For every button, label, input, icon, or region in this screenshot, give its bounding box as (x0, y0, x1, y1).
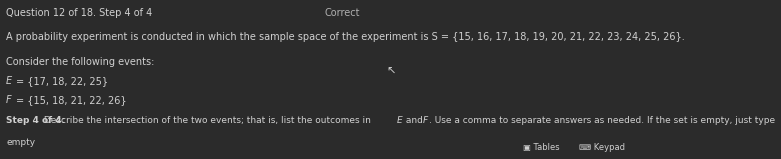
Text: = {17, 18, 22, 25}: = {17, 18, 22, 25} (16, 76, 108, 86)
Text: empty: empty (6, 138, 35, 147)
Text: Step 4 of 4:: Step 4 of 4: (6, 116, 66, 125)
Text: and: and (403, 116, 426, 125)
Text: Correct: Correct (324, 8, 359, 18)
Text: Question 12 of 18. Step 4 of 4: Question 12 of 18. Step 4 of 4 (6, 8, 152, 18)
Text: = {15, 18, 21, 22, 26}: = {15, 18, 21, 22, 26} (16, 95, 127, 105)
Text: Consider the following events:: Consider the following events: (6, 57, 155, 67)
Text: Describe the intersection of the two events; that is, list the outcomes in: Describe the intersection of the two eve… (41, 116, 373, 125)
Text: F: F (423, 116, 427, 125)
Text: F: F (6, 95, 12, 105)
Text: E: E (6, 76, 12, 86)
Text: ↖: ↖ (387, 67, 396, 77)
Text: ⌨ Keypad: ⌨ Keypad (580, 143, 626, 152)
Text: . Use a comma to separate answers as needed. If the set is empty, just type: . Use a comma to separate answers as nee… (430, 116, 776, 125)
Text: A probability experiment is conducted in which the sample space of the experimen: A probability experiment is conducted in… (6, 32, 685, 42)
Text: E: E (396, 116, 402, 125)
Text: ▣ Tables: ▣ Tables (523, 143, 560, 152)
